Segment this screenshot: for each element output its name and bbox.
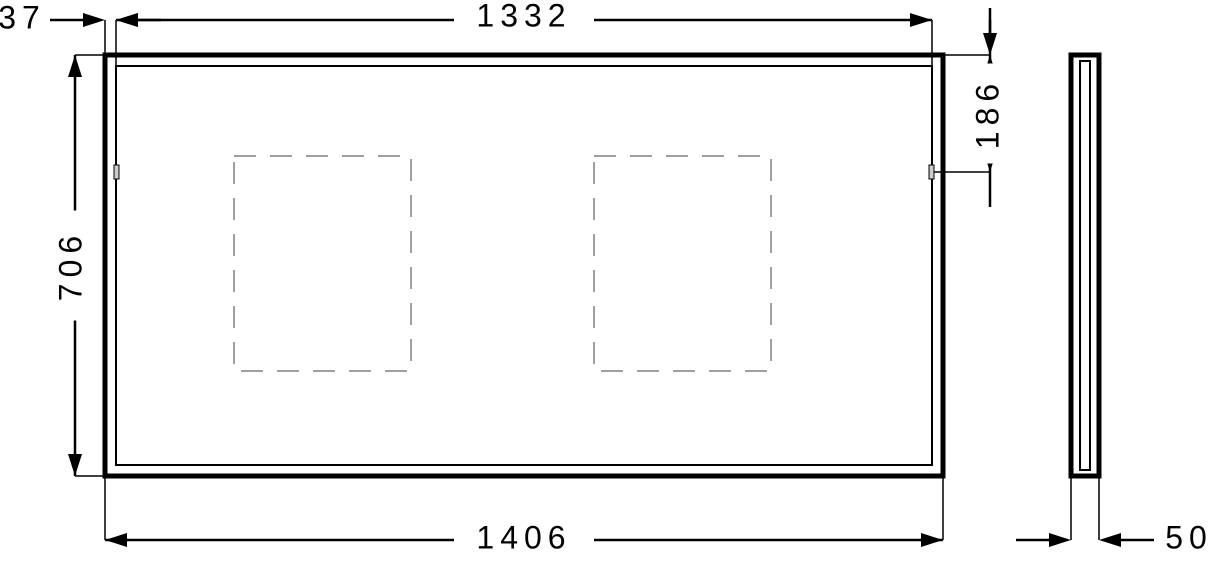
dim-1406: 1406 — [476, 519, 571, 555]
dim-37: 37 — [0, 0, 46, 35]
dim-1332: 1332 — [476, 0, 571, 33]
dim-50: 50 — [1165, 519, 1213, 555]
dim-706: 706 — [52, 230, 88, 301]
technical-drawing: 37 1332 706 186 1406 50 — [0, 0, 1223, 569]
dim-186: 186 — [969, 78, 1005, 149]
